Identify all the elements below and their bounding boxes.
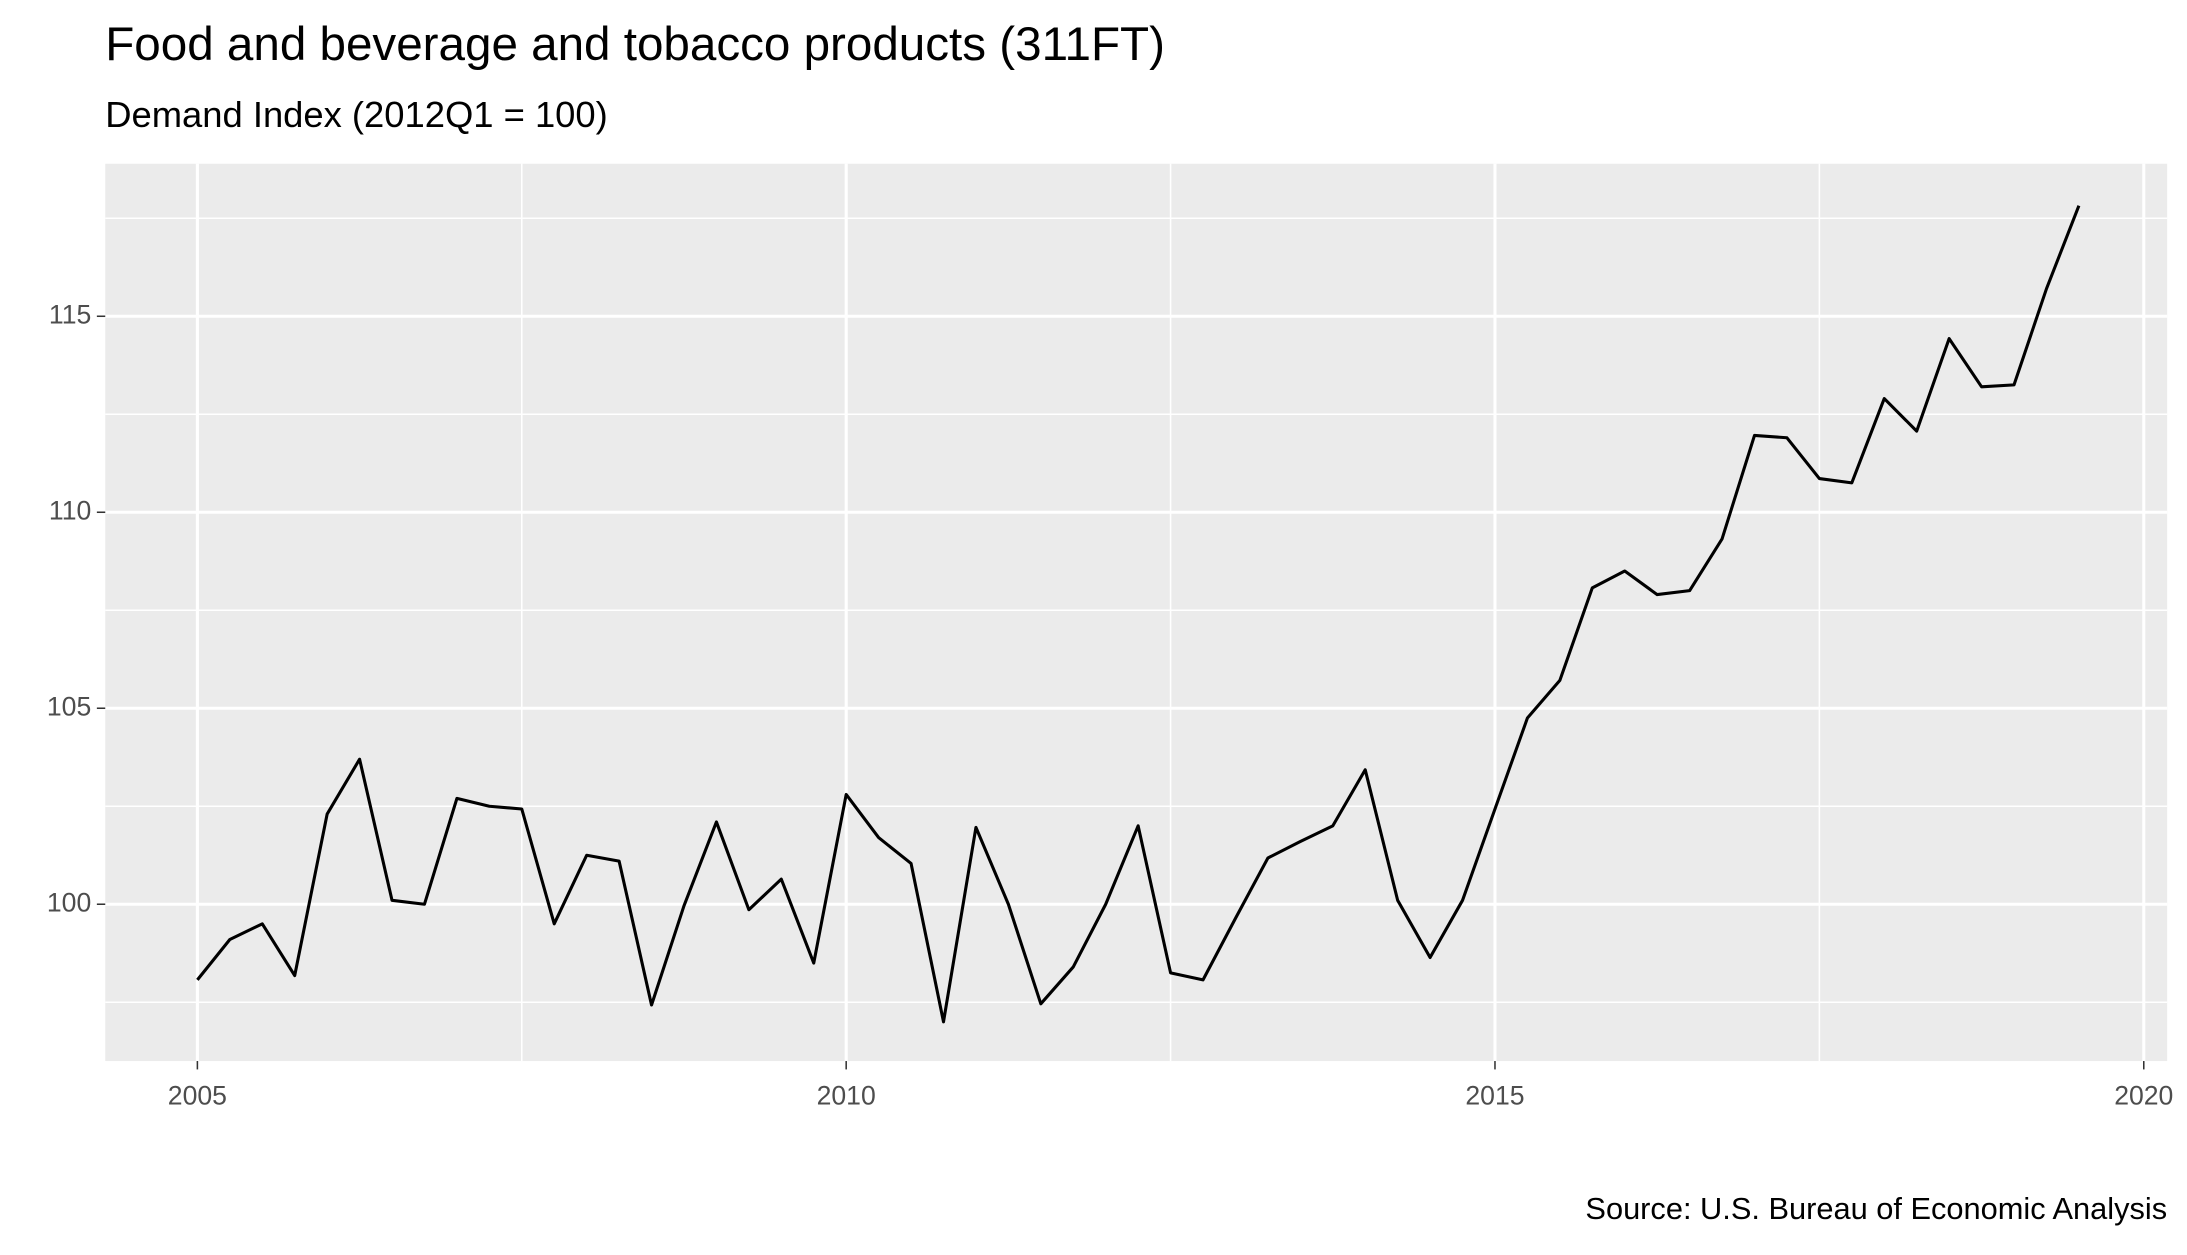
y-tick-label: 115 [49,299,91,329]
y-tick-label: 105 [47,691,91,721]
caption: Source: U.S. Bureau of Economic Analysis [1585,1191,2167,1226]
x-tick-label: 2010 [817,1080,876,1110]
chart-title: Food and beverage and tobacco products (… [105,18,1165,71]
x-tick-label: 2020 [2114,1080,2173,1110]
x-tick-label: 2015 [1465,1080,1524,1110]
y-tick-label: 100 [47,887,91,917]
line [196,205,2081,1024]
chart-subtitle: Demand Index (2012Q1 = 100) [105,94,608,135]
y-tick-label: 110 [49,495,91,525]
panel [105,163,2168,1062]
x-tick-label: 2005 [168,1080,227,1110]
